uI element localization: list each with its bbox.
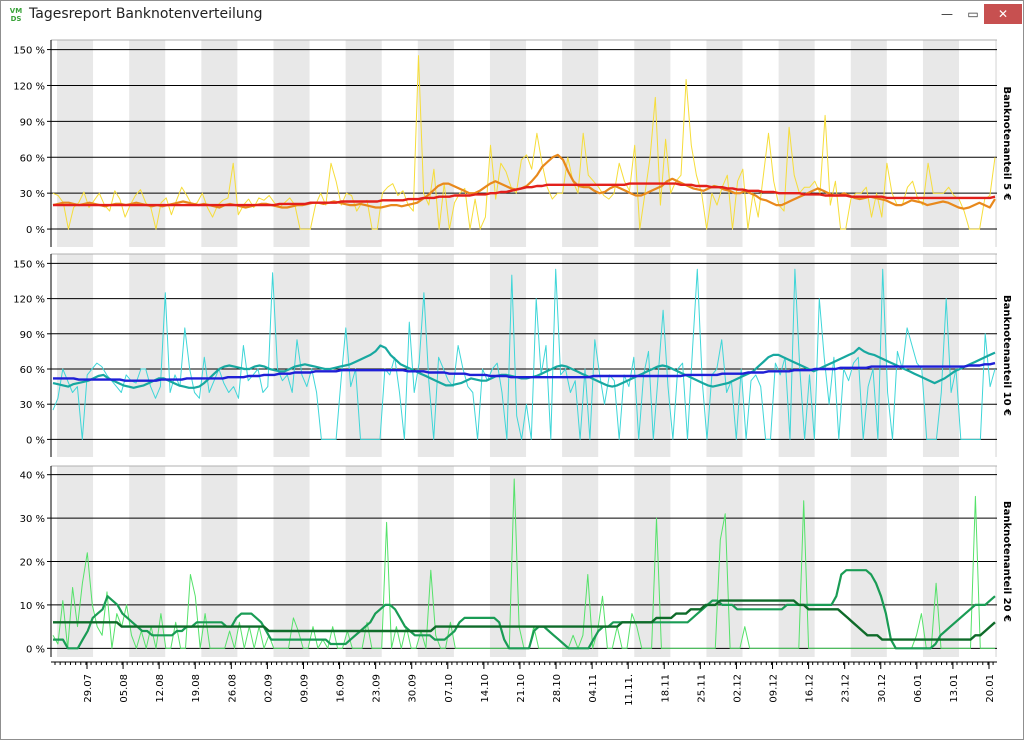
x-tick-label: 04.11 [588,674,599,703]
x-tick-label: 20.01 [985,674,996,703]
x-tick-label: 14.10 [480,674,491,703]
x-tick-label: 30.09 [408,674,419,703]
y-axis-title: Banknotenanteil 10 € [1001,295,1012,416]
x-tick-label: 02.09 [263,674,274,703]
x-tick-label: 09.12 [769,674,780,703]
weekend-band [562,40,599,247]
x-tick-label: 09.09 [299,674,310,703]
y-tick-label: 20 % [20,558,45,569]
chart-area: 150 % 120 % 90 % 60 % 30 % 0 % Banknotenanteil… [9,34,1013,736]
y-tick-label: 30 % [20,514,45,525]
y-tick-label: 90 % [20,117,45,128]
x-tick-label: 23.09 [372,674,383,703]
x-tick-label: 16.09 [336,674,347,703]
y-tick-label: 60 % [20,365,45,376]
weekend-band [922,40,959,247]
x-tick-label: 06.01 [913,674,924,703]
y-tick-label: 40 % [20,471,45,482]
weekend-band [345,40,382,247]
y-tick-label: 150 % [13,259,45,270]
y-tick-label: 150 % [13,46,45,57]
y-tick-label: 0 % [26,644,45,655]
y-tick-label: 10 % [20,601,45,612]
weekend-band [129,254,166,457]
series-line-trend [53,182,996,207]
y-axis-title: Banknotenanteil 5 € [1001,87,1012,201]
app-logo-icon: VM DS [9,7,23,23]
weekend-band [778,40,815,247]
y-tick-label: 120 % [13,295,45,306]
weekend-band [273,40,310,247]
x-tick-label: 28.10 [552,674,563,703]
weekend-band [489,254,527,457]
weekend-band [57,254,94,457]
weekend-band [706,254,743,457]
maximize-icon[interactable]: ▭ [967,7,979,21]
weekend-band [489,40,527,247]
x-tick-label: 07.10 [444,674,455,703]
weekend-band [922,254,959,457]
x-tick-label: 13.01 [949,674,960,703]
y-tick-label: 30 % [20,400,45,411]
y-tick-label: 0 % [26,225,45,236]
y-axis-title: Banknotenanteil 20 € [1001,501,1012,622]
x-tick-label: 30.12 [877,674,888,703]
x-tick-label: 02.12 [732,674,743,703]
x-tick-label: 25.11 [696,674,707,703]
weekend-band [273,254,310,457]
y-tick-label: 0 % [26,435,45,446]
weekend-band [778,254,815,457]
weekend-band [995,40,997,247]
x-tick-label: 23.12 [841,674,852,703]
x-tick-label: 21.10 [516,674,527,703]
series-line-daily [52,268,996,440]
series-line-trend [53,361,996,382]
close-icon[interactable]: ✕ [984,4,1022,24]
minimize-icon[interactable]: — [941,7,953,21]
weekend-band [417,254,454,457]
x-tick-label: 05.08 [119,674,130,703]
chart-canvas: 150 % 120 % 90 % 60 % 30 % 0 % Banknotenanteil… [13,39,1012,706]
window-title: Tagesreport Banknotenverteilung [29,6,263,22]
x-tick-label: 18.11 [660,674,671,703]
x-tick-label: 16.12 [805,674,816,703]
y-tick-label: 90 % [20,330,45,341]
y-tick-label: 120 % [13,81,45,92]
series-line-weekly [53,569,996,650]
x-tick-label: 26.08 [227,674,238,703]
weekend-band [417,40,454,247]
y-tick-label: 60 % [20,153,45,164]
weekend-band [345,254,382,457]
x-tick-label: 19.08 [191,674,202,703]
series-line-trend [53,599,996,641]
x-tick-label: 29.07 [83,674,94,703]
weekend-band [562,254,599,457]
title-bar[interactable]: VM DS Tagesreport Banknotenverteilung — … [1,1,1023,29]
weekend-band [995,254,997,457]
series-line-daily [52,55,996,230]
weekend-band [706,40,743,247]
weekend-band [850,254,887,457]
weekend-band [201,254,238,457]
weekend-band [57,40,94,247]
weekend-band [634,40,671,247]
y-tick-label: 30 % [20,189,45,200]
x-tick-label: 11.11. [624,674,635,706]
weekend-band [201,40,238,247]
weekend-band [129,40,166,247]
x-tick-label: 12.08 [155,674,166,703]
